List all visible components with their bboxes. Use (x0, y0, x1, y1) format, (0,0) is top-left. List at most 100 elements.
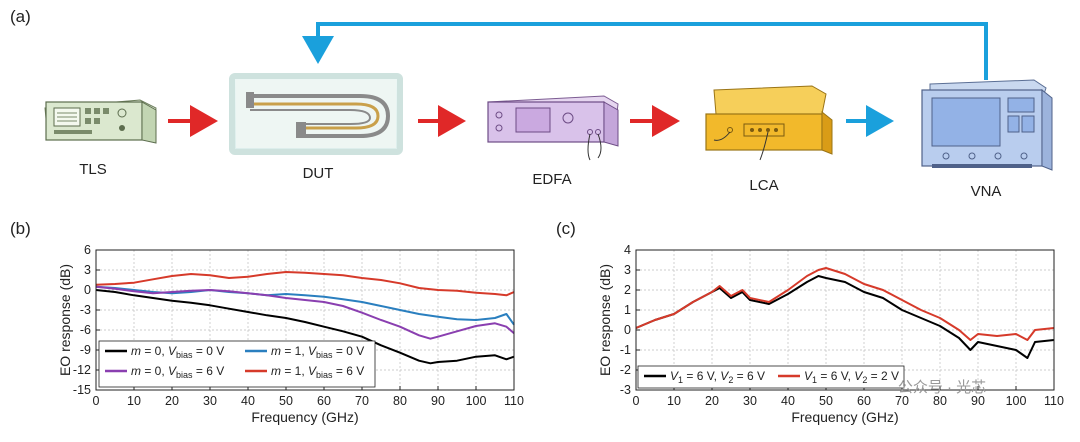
y-tick-label: 0 (84, 283, 91, 297)
y-tick-label: -1 (620, 343, 631, 357)
label-tls: TLS (79, 161, 107, 178)
legend-text-part: 1 (812, 375, 817, 385)
legend-text-part: = 0 V (333, 344, 365, 358)
y-tick-label: 0 (624, 323, 631, 337)
y-tick-label: 6 (84, 243, 91, 257)
x-tick-label: 110 (1044, 394, 1064, 408)
x-axis-title: Frequency (GHz) (251, 409, 358, 425)
x-tick-label: 80 (933, 394, 947, 408)
x-tick-label: 40 (781, 394, 795, 408)
chart-b: 0 10 20 30 40 50 60 70 80 90 100 110630-3-6-9-12-15… (57, 243, 524, 425)
y-tick-label: -9 (80, 343, 91, 357)
x-tick-label: 100 (466, 394, 487, 408)
legend-text-part: V (308, 364, 317, 378)
amplifier-icon (487, 95, 619, 161)
panel-b: (b) 0 10 20 30 40 50 60 70 80 90 100 110630-3-6-9-1… (10, 219, 524, 425)
legend-text-part: bias (176, 370, 193, 380)
series-line-3 (95, 285, 515, 340)
legend-text-part: = 2 V (867, 369, 899, 383)
laser-source-icon (44, 99, 157, 144)
x-tick-label: 80 (393, 394, 407, 408)
legend-text-part: 2 (862, 375, 867, 385)
y-axis-title: EO response (dB) (597, 264, 613, 376)
x-tick-label: 10 (667, 394, 681, 408)
legend-box (98, 340, 376, 388)
legend-entry: V1 = 6 V, V2 = 6 V (670, 369, 765, 385)
legend-text-part: = 0 V (193, 344, 225, 358)
legend-text-part: = 6 V (193, 364, 225, 378)
watermark: 公众号 · 光芯 (898, 379, 986, 396)
x-tick-label: 110 (504, 394, 524, 408)
y-tick-label: 1 (624, 303, 631, 317)
x-tick-label: 60 (317, 394, 331, 408)
plot-frame (95, 249, 515, 391)
y-tick-label: -12 (73, 363, 91, 377)
legend-text-part: V (670, 369, 679, 383)
y-tick-label: -3 (80, 303, 91, 317)
legend-text-part: bias (316, 350, 333, 360)
chart-c: 0 10 20 30 40 50 60 70 80 90 100 11043210-1-2-3Freq… (597, 243, 1064, 425)
legend-text-part: V (308, 344, 317, 358)
legend-text-part: 2 (728, 375, 733, 385)
panel-label-a: (a) (10, 7, 31, 26)
x-tick-label: 50 (819, 394, 833, 408)
x-tick-label: 20 (165, 394, 179, 408)
legend-text-part: bias (316, 370, 333, 380)
legend-text-part: = 0, (141, 364, 168, 378)
x-tick-label: 20 (705, 394, 719, 408)
x-tick-label: 90 (431, 394, 445, 408)
x-tick-label: 50 (279, 394, 293, 408)
y-axis-title: EO response (dB) (57, 264, 73, 376)
label-vna: VNA (971, 183, 1002, 200)
series-line-1 (95, 289, 515, 365)
legend-text-part: V (720, 369, 729, 383)
legend-box (637, 365, 905, 389)
component-analyzer-icon (705, 85, 833, 161)
x-tick-label: 70 (355, 394, 369, 408)
y-tick-label: -2 (620, 363, 631, 377)
plot-frame (635, 249, 1055, 391)
x-tick-label: 0 (93, 394, 100, 408)
panel-a: (a) TLS (10, 7, 1053, 200)
legend-text-part: m (271, 344, 281, 358)
legend-text-part: V (854, 369, 863, 383)
series-line-4 (95, 271, 515, 297)
modulator-chip-icon (229, 73, 403, 155)
legend-text-part: 1 (678, 375, 683, 385)
legend-text-part: m (131, 344, 141, 358)
x-tick-label: 10 (127, 394, 141, 408)
x-tick-label: 90 (971, 394, 985, 408)
y-tick-label: -3 (620, 383, 631, 397)
legend-text-part: m (271, 364, 281, 378)
legend-entry: V1 = 6 V, V2 = 2 V (804, 369, 899, 385)
legend-text-part: = 1, (281, 344, 308, 358)
x-tick-label: 30 (203, 394, 217, 408)
legend-text-part: V (168, 364, 177, 378)
y-tick-label: 2 (624, 283, 631, 297)
y-tick-label: 3 (84, 263, 91, 277)
network-analyzer-icon (921, 79, 1053, 171)
legend-text-part: = 0, (141, 344, 168, 358)
legend-text-part: = 6 V (733, 369, 765, 383)
series-line-2 (635, 267, 1055, 341)
y-tick-label: 4 (624, 243, 631, 257)
panel-c: (c) 0 10 20 30 40 50 60 70 80 90 100 11043210-1-2-3… (556, 219, 1064, 425)
x-tick-label: 40 (241, 394, 255, 408)
label-dut: DUT (303, 165, 334, 182)
x-tick-label: 60 (857, 394, 871, 408)
legend-entry: m = 1, Vbias = 0 V (271, 344, 364, 360)
legend-text-part: = 6 V, (683, 369, 720, 383)
y-tick-label: -15 (73, 383, 91, 397)
y-tick-label: 3 (624, 263, 631, 277)
legend-text-part: V (804, 369, 813, 383)
legend-entry: m = 0, Vbias = 0 V (131, 344, 224, 360)
legend-entry: m = 0, Vbias = 6 V (131, 364, 224, 380)
label-edfa: EDFA (532, 171, 571, 188)
x-tick-label: 70 (895, 394, 909, 408)
panel-label-b: (b) (10, 219, 31, 238)
x-axis-title: Frequency (GHz) (791, 409, 898, 425)
x-tick-label: 0 (633, 394, 640, 408)
panel-label-c: (c) (556, 219, 576, 238)
